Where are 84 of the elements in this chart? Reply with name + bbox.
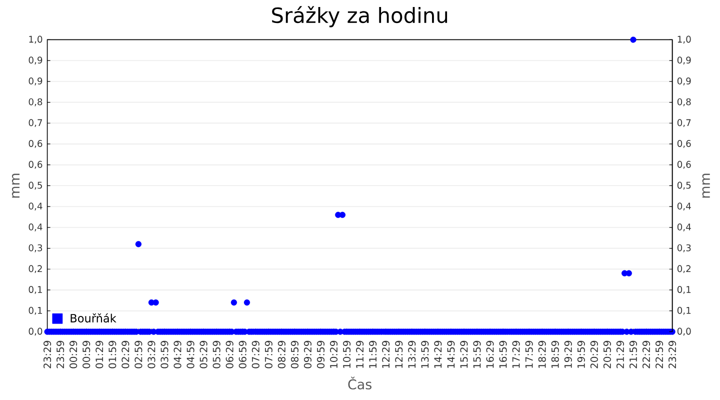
y2-axis-title: mm <box>702 174 710 198</box>
y2-tick-label: 0,1 <box>677 286 691 294</box>
y2-tick-label: 0,5 <box>677 182 691 190</box>
x-tick-label: 09:59 <box>316 340 325 368</box>
y-tick-label: 0,9 <box>28 56 42 64</box>
y-tick-label: 0,9 <box>28 77 42 86</box>
y2-tick-label: 0,4 <box>677 223 691 232</box>
x-tick-label: 21:29 <box>616 340 624 368</box>
x-tick-label: 07:29 <box>252 340 260 368</box>
x-tick-label: 13:29 <box>408 340 416 368</box>
y-tick-label: 0,3 <box>28 244 42 252</box>
x-tick-label: 18:29 <box>538 340 546 368</box>
x-tick-label: 04:59 <box>186 340 194 368</box>
x-tick-label: 01:59 <box>108 340 116 368</box>
x-tick-label: 08:29 <box>278 340 286 368</box>
x-tick-label: 14:29 <box>434 340 442 368</box>
x-tick-label: 05:29 <box>200 340 208 368</box>
y-tick-label: 0,4 <box>28 202 42 210</box>
x-tick-label: 12:29 <box>382 340 390 368</box>
y-tick-label: 1,0 <box>29 36 42 44</box>
x-tick-label: 09:29 <box>304 340 312 368</box>
y2-tick-label: 0,3 <box>677 244 691 252</box>
y-tick-label: 0,2 <box>28 265 42 274</box>
y-tick-label: 0,6 <box>28 140 42 148</box>
y-tick-label: 0,4 <box>28 223 42 232</box>
x-tick-label: 22:29 <box>642 340 650 368</box>
x-tick-label: 00:59 <box>82 340 90 368</box>
y2-tick-label: 0,7 <box>677 119 691 128</box>
x-tick-label: 08:59 <box>290 340 298 368</box>
x-tick-label: 23:59 <box>56 340 64 368</box>
y2-tick-label: 0,8 <box>677 98 691 106</box>
y2-tick-label: 0,9 <box>677 77 691 86</box>
y2-tick-label: 0,2 <box>677 265 691 274</box>
x-tick-label: 11:29 <box>356 340 364 368</box>
x-tick-label: 02:59 <box>134 340 142 368</box>
y2-tick-label: 0,0 <box>677 328 691 336</box>
y-axis-title: mm <box>12 174 20 198</box>
y-tick-label: 0,7 <box>28 119 42 128</box>
x-tick-label: 06:29 <box>226 340 234 368</box>
x-tick-label: 03:29 <box>148 340 156 368</box>
x-tick-label: 15:29 <box>460 340 468 368</box>
x-tick-label: 16:29 <box>486 340 494 368</box>
x-tick-label: 10:29 <box>330 340 338 368</box>
x-tick-label: 21:59 <box>629 340 638 368</box>
x-tick-label: 07:59 <box>264 340 272 368</box>
x-tick-label: 22:59 <box>656 340 664 368</box>
x-tick-label: 20:59 <box>603 340 611 368</box>
x-axis-title: Čas <box>348 376 372 390</box>
y-tick-label: 0,5 <box>28 182 42 190</box>
x-tick-label: 06:59 <box>238 340 246 368</box>
y2-tick-label: 0,1 <box>677 306 691 315</box>
x-tick-label: 17:29 <box>512 340 520 368</box>
y-tick-label: 0,6 <box>28 160 42 169</box>
x-tick-label: 02:29 <box>122 340 130 368</box>
y2-tick-label: 0,6 <box>677 140 691 148</box>
legend-label: Bouřňák <box>70 313 116 322</box>
y-tick-label: 0,1 <box>28 286 42 294</box>
x-tick-label: 17:59 <box>525 340 533 368</box>
x-tick-label: 13:59 <box>421 340 429 368</box>
x-tick-label: 04:29 <box>174 340 182 368</box>
x-tick-label: 23:29 <box>44 340 52 368</box>
x-tick-label: 20:29 <box>590 340 598 368</box>
x-tick-label: 12:59 <box>395 340 403 368</box>
x-tick-label: 15:59 <box>473 340 481 368</box>
x-tick-label: 05:59 <box>212 340 220 368</box>
x-tick-label: 14:59 <box>447 340 455 368</box>
y-tick-label: 0,8 <box>28 98 42 106</box>
y-tick-label: 0,1 <box>28 306 42 315</box>
x-tick-label: 10:59 <box>343 340 351 368</box>
y2-tick-label: 0,4 <box>677 202 691 210</box>
x-tick-label: 18:59 <box>551 340 559 368</box>
x-tick-label: 19:29 <box>564 340 572 368</box>
y2-tick-label: 1,0 <box>678 36 691 44</box>
y2-tick-label: 0,6 <box>677 160 691 169</box>
x-tick-label: 00:29 <box>70 340 78 368</box>
chart-title: Srážky za hodinu <box>272 6 448 28</box>
y-tick-label: 0,0 <box>28 328 42 336</box>
x-tick-label: 11:59 <box>369 340 377 368</box>
x-tick-label: 19:59 <box>577 340 585 368</box>
y2-tick-label: 0,9 <box>677 56 691 64</box>
x-tick-label: 01:29 <box>96 340 104 368</box>
x-tick-label: 16:59 <box>499 340 507 368</box>
x-tick-label: 23:29 <box>668 340 676 368</box>
x-tick-label: 03:59 <box>160 340 168 368</box>
